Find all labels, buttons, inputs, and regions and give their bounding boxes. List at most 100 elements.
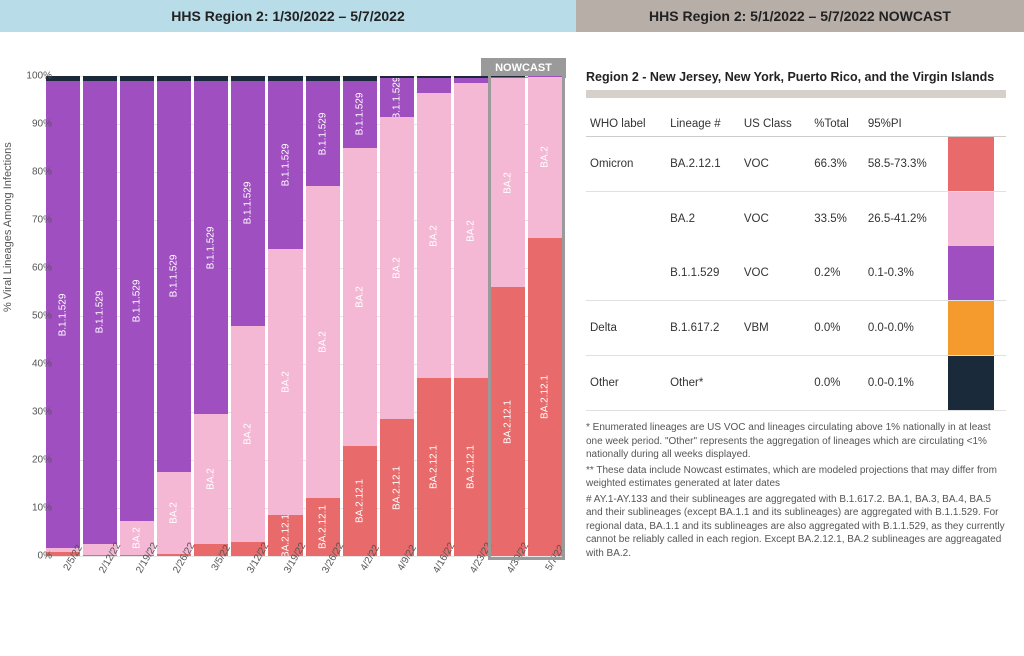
y-tick-label: 80% <box>32 167 52 178</box>
plot-area: B.1.1.529B.1.1.529BA.2B.1.1.529BA.2B.1.1… <box>44 76 564 556</box>
bar-segment-BA.2: BA.2 <box>343 148 377 446</box>
bar-segment-BA.2: BA.2 <box>454 83 488 378</box>
bar: BA.2.12.1 BA.2 <box>454 76 488 556</box>
bar-segment-B.1.1.529: B.1.1.529 <box>343 81 377 148</box>
color-swatch <box>948 192 994 246</box>
y-tick-label: 50% <box>32 311 52 322</box>
color-swatch <box>948 246 994 300</box>
y-tick-label: 100% <box>26 71 52 82</box>
table-cell-lineage: B.1.617.2 <box>666 301 740 356</box>
bar-segment-BA.2: BA.2 <box>194 414 228 544</box>
bar-segment-label: B.1.1.529 <box>132 280 143 323</box>
color-swatch <box>948 301 994 355</box>
y-tick-label: 70% <box>32 215 52 226</box>
bar: BA.2.12.1BA.2B.1.1.529 <box>380 76 414 556</box>
footnote-line: ** These data include Nowcast estimates,… <box>586 464 1006 491</box>
bar-segment-Other <box>194 76 228 81</box>
bar-segment-label: BA.2.12.1 <box>428 445 439 489</box>
y-tick-label: 40% <box>32 359 52 370</box>
bar-segment-B.1.1.529: B.1.1.529 <box>120 81 154 522</box>
table-col-swatch <box>948 112 1006 137</box>
table-cell-lineage: BA.2 <box>666 192 740 247</box>
table-col-header: 95%PI <box>864 112 948 137</box>
bar-segment-Other <box>380 76 414 78</box>
footnote-line: * Enumerated lineages are US VOC and lin… <box>586 421 1006 462</box>
bar-segment-BA.2: BA.2 <box>417 93 451 379</box>
bar-segment-label: B.1.1.529 <box>58 293 69 336</box>
table-cell-pi: 0.0-0.1% <box>864 356 948 411</box>
bar-segment-label: BA.2.12.1 <box>354 479 365 523</box>
bar-segment-B.1.1.529: B.1.1.529 <box>268 81 302 249</box>
y-tick-label: 90% <box>32 119 52 130</box>
bar-segment-label: BA.2.12.1 <box>465 445 476 489</box>
bar-segment-Other <box>343 76 377 81</box>
bar: BA.2.12.1 BA.2 <box>417 76 451 556</box>
bar: BA.2.12.1BA.2 <box>528 76 562 556</box>
table-cell-who: Delta <box>586 301 666 356</box>
table-cell-pct: 33.5% <box>810 192 864 247</box>
bar-segment-B.1.1.529: B.1.1.529 <box>380 78 414 116</box>
x-axis-labels: 2/5/222/12/222/19/222/26/223/5/223/12/22… <box>44 560 564 571</box>
bar-segment-label: BA.2 <box>465 220 476 242</box>
bar-segment-Other <box>454 76 488 78</box>
table-title: Region 2 - New Jersey, New York, Puerto … <box>586 70 1006 84</box>
bar-segment-label: BA.2.12.1 <box>317 505 328 549</box>
table-col-header: US Class <box>740 112 810 137</box>
color-swatch <box>948 137 994 191</box>
table-cell-pct: 0.2% <box>810 246 864 301</box>
bar-segment-label: B.1.1.529 <box>280 143 291 186</box>
table-cell-lineage: BA.2.12.1 <box>666 137 740 192</box>
bar-segment-label: BA.2 <box>243 423 254 445</box>
table-cell-who: Other <box>586 356 666 411</box>
table-cell-class: VBM <box>740 301 810 356</box>
lineage-table: WHO labelLineage #US Class%Total95%PI Om… <box>586 112 1006 411</box>
y-tick-label: 20% <box>32 455 52 466</box>
bar: BA.2.12.1 BA.2 B.1.1.529 <box>343 76 377 556</box>
bar-segment-Other <box>417 76 451 78</box>
bar-segment-label: BA.2.12.1 <box>502 400 513 444</box>
bar: BA.2B.1.1.529 <box>157 76 191 556</box>
main-row: NOWCAST % Viral Lineages Among Infection… <box>0 32 1024 656</box>
bar-segment-Other <box>157 76 191 81</box>
table-body: OmicronBA.2.12.1VOC66.3%58.5-73.3%BA.2VO… <box>586 137 1006 411</box>
bar-segment-label: BA.2 <box>132 527 143 549</box>
bar-segment-label: BA.2 <box>502 172 513 194</box>
table-col-header: Lineage # <box>666 112 740 137</box>
y-tick-label: 0% <box>38 551 52 562</box>
bar-segment-label: BA.2.12.1 <box>391 466 402 510</box>
bar-segment-B.1.1.529: B.1.1.529 <box>157 81 191 472</box>
table-cell-who <box>586 192 666 247</box>
bar-segment-B.1.1.529: B.1.1.529 <box>231 81 265 326</box>
table-row: OmicronBA.2.12.1VOC66.3%58.5-73.3% <box>586 137 1006 192</box>
bar-segment-label: BA.2 <box>280 371 291 393</box>
y-tick-label: 60% <box>32 263 52 274</box>
table-row: DeltaB.1.617.2VBM0.0%0.0-0.0% <box>586 301 1006 356</box>
bar-segment-BA.2: BA.2 <box>491 78 525 287</box>
bar-segment-label: B.1.1.529 <box>354 93 365 136</box>
bar: BA.2.12.1 BA.2 B.1.1.529 <box>268 76 302 556</box>
bar-segment-label: BA.2.12.1 <box>280 515 291 556</box>
table-cell-class <box>740 356 810 411</box>
table-cell-pi: 0.0-0.0% <box>864 301 948 356</box>
bar-segment-label: BA.2 <box>354 286 365 308</box>
bar-segment-label: B.1.1.529 <box>243 182 254 225</box>
bar-segment-label: BA.2.12.1 <box>540 375 551 419</box>
table-cell-who: Omicron <box>586 137 666 192</box>
bar-segment-label: BA.2 <box>206 468 217 490</box>
bar-segment-Other <box>231 76 265 81</box>
table-row: B.1.1.529VOC0.2%0.1-0.3% <box>586 246 1006 301</box>
bar-segment-label: B.1.1.529 <box>391 78 402 116</box>
table-col-header: WHO label <box>586 112 666 137</box>
table-cell-lineage: B.1.1.529 <box>666 246 740 301</box>
table-cell-lineage: Other* <box>666 356 740 411</box>
bar-segment-Other <box>268 76 302 81</box>
table-cell-pct: 0.0% <box>810 301 864 356</box>
table-row: BA.2VOC33.5%26.5-41.2% <box>586 192 1006 247</box>
table-cell-pi: 26.5-41.2% <box>864 192 948 247</box>
bar-segment-B.1.1.529 <box>454 78 488 83</box>
bar-segment-label: B.1.1.529 <box>206 226 217 269</box>
bar-segment-B.1.1.529 <box>491 77 525 78</box>
bar-segment-label: B.1.1.529 <box>169 255 180 298</box>
table-cell-pi: 58.5-73.3% <box>864 137 948 192</box>
color-swatch <box>948 356 994 410</box>
